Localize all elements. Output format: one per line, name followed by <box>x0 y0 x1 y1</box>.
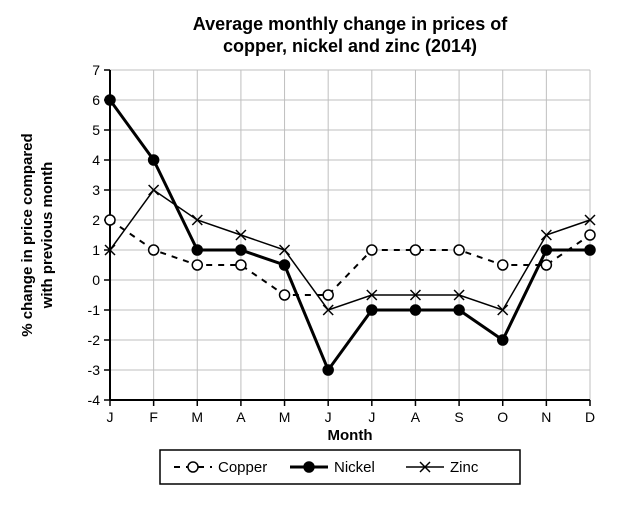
chart-title-line2: copper, nickel and zinc (2014) <box>223 36 477 56</box>
x-tick-label: S <box>454 409 463 425</box>
plot-area: -4 -3 -2 -1 0 1 2 3 4 5 6 7 J F M A M J J A S O N D <box>88 62 596 425</box>
chart-container: Average monthly change in prices of copp… <box>0 0 640 520</box>
x-tick-label: J <box>325 409 332 425</box>
y-tick-label: 3 <box>92 182 100 198</box>
y-tick-label: -4 <box>88 392 101 408</box>
y-tick-label: 4 <box>92 152 100 168</box>
y-tick-label: -3 <box>88 362 101 378</box>
x-axis-label: Month <box>328 427 373 444</box>
x-tick-label: J <box>107 409 114 425</box>
y-tick-label: 6 <box>92 92 100 108</box>
x-tick-label: D <box>585 409 595 425</box>
y-tick-label: 2 <box>92 212 100 228</box>
series-nickel <box>110 100 590 370</box>
x-tick-label: M <box>279 409 291 425</box>
x-tick-label: A <box>411 409 421 425</box>
legend-label-zinc: Zinc <box>450 459 479 476</box>
legend-label-copper: Copper <box>218 459 267 476</box>
x-tick-label: J <box>368 409 375 425</box>
y-axis-label-line2: with previous month <box>39 162 56 310</box>
y-tick-label: 1 <box>92 242 100 258</box>
y-tick-label: 0 <box>92 272 100 288</box>
x-tick-label: N <box>541 409 551 425</box>
chart-title-line1: Average monthly change in prices of <box>193 14 508 34</box>
x-tick-label: O <box>497 409 508 425</box>
y-tick-label: 7 <box>92 62 100 78</box>
legend: Copper Nickel Zinc <box>160 450 520 484</box>
x-tick-label: F <box>149 409 158 425</box>
line-chart: Average monthly change in prices of copp… <box>0 0 640 520</box>
y-tick-label: -1 <box>88 302 101 318</box>
legend-label-nickel: Nickel <box>334 459 375 476</box>
x-tick-label: M <box>191 409 203 425</box>
y-axis-label-line1: % change in price compared <box>19 133 36 336</box>
x-tick-label: A <box>236 409 246 425</box>
y-tick-label: -2 <box>88 332 101 348</box>
y-tick-label: 5 <box>92 122 100 138</box>
